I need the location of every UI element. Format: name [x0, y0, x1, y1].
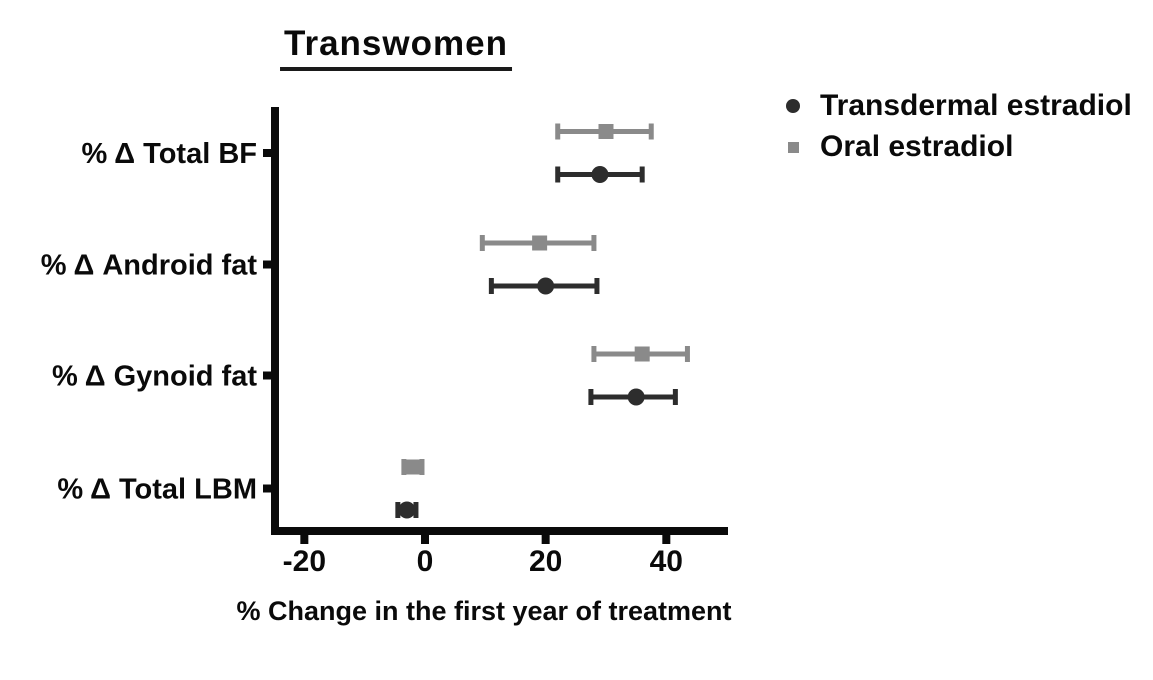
error-bar-cap-right [639, 166, 645, 183]
square-marker-icon [405, 459, 421, 475]
y-tick [263, 371, 271, 380]
error-bar-cap-right [594, 278, 600, 294]
error-bar-cap-left [591, 346, 597, 362]
y-category-label: % Δ Total LBM [57, 474, 257, 506]
y-axis [271, 107, 279, 531]
x-axis-title: % Change in the first year of treatment [236, 596, 732, 626]
x-tick-label: 20 [529, 545, 562, 578]
error-bar-cap-right [684, 346, 690, 362]
error-bar-cap-left [395, 502, 401, 518]
x-tick-label: -20 [283, 545, 326, 578]
square-marker-icon [634, 346, 650, 362]
legend-item-transdermal-estradiol: Transdermal estradiol [786, 89, 1132, 123]
circle-marker-icon [627, 388, 645, 406]
error-bar-cap-left [588, 389, 594, 405]
y-tick [263, 484, 271, 493]
circle-marker-icon [537, 277, 555, 295]
x-tick-label: 40 [650, 545, 683, 578]
legend-item-oral-estradiol: Oral estradiol [786, 130, 1132, 164]
y-category-label: % Δ Android fat [41, 250, 258, 282]
x-tick [421, 535, 429, 544]
x-tick-label: 0 [417, 545, 434, 578]
y-tick [263, 149, 271, 157]
error-bar-cap-left [488, 278, 494, 294]
circle-marker-icon [398, 501, 416, 519]
error-bar-cap-left [555, 123, 561, 140]
y-category-label: % Δ Total BF [81, 138, 257, 170]
error-bar-cap-right [672, 389, 678, 405]
y-category-label: % Δ Gynoid fat [52, 361, 257, 393]
square-marker-icon [532, 235, 548, 251]
error-bar-cap-right [413, 502, 419, 518]
error-bar-cap-left [401, 459, 407, 475]
error-bar-cap-right [591, 235, 597, 251]
error-bar-cap-left [479, 235, 485, 251]
x-tick [541, 535, 550, 544]
legend: Transdermal estradiol Oral estradiol [786, 89, 1132, 171]
x-tick [300, 535, 309, 544]
error-bar-cap-right [648, 123, 654, 140]
square-marker-icon [786, 141, 800, 153]
square-marker-icon [598, 124, 614, 139]
error-bar-cap-left [555, 166, 561, 183]
x-tick [662, 535, 671, 544]
x-axis [271, 527, 728, 535]
legend-label: Oral estradiol [820, 130, 1014, 163]
error-bar-cap-right [419, 459, 425, 475]
legend-label: Transdermal estradiol [820, 89, 1132, 122]
circle-marker-icon [786, 99, 800, 113]
chart-title: Transwomen [280, 24, 512, 71]
y-tick [263, 260, 271, 269]
circle-marker-icon [591, 166, 609, 183]
